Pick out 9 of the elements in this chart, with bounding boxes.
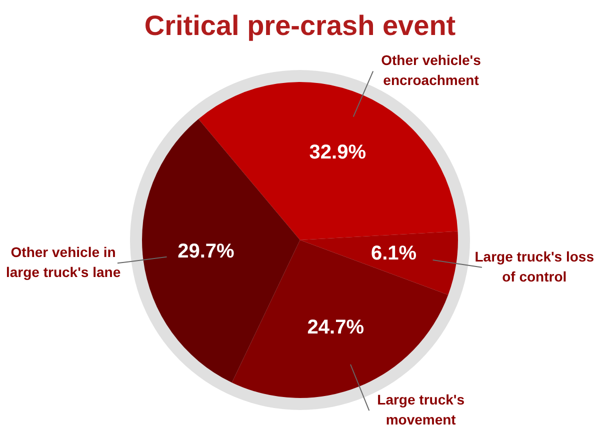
- slice-label: Other vehicle in large truck's lane: [6, 244, 121, 280]
- data-label: 32.9%: [309, 142, 366, 164]
- slice-label: Large truck's loss of control: [474, 248, 594, 284]
- chart-title: Critical pre-crash event: [143, 10, 457, 42]
- slice-label: Other vehicle's encroachment: [381, 52, 482, 88]
- data-label: 29.7%: [178, 240, 235, 262]
- data-label: 24.7%: [307, 316, 364, 338]
- data-label: 6.1%: [370, 242, 417, 265]
- slice-label: Large truck's movement: [377, 391, 465, 427]
